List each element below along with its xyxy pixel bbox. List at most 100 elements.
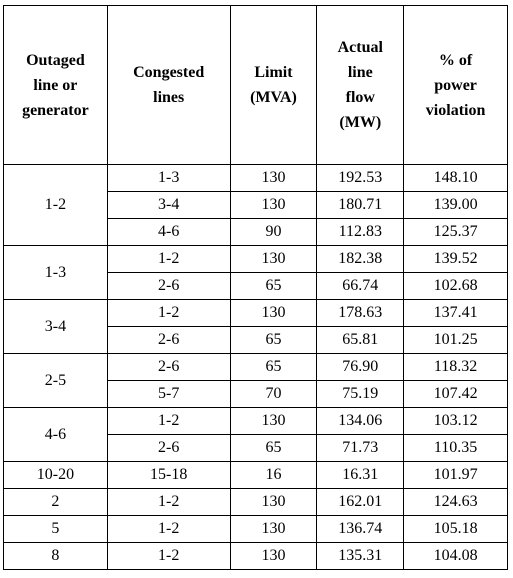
data-cell: 1-2: [106, 299, 231, 327]
table-row: 3-4 1-2 130 178.63 137.41: [3, 299, 508, 354]
table-row: 2 1-2 130 162.01 124.63: [3, 488, 508, 516]
data-cell: 4-6: [106, 218, 231, 246]
violation-table: Outaged line or generator Congested lines Lim…: [3, 5, 508, 570]
table-row: 10-20 15-18 16 16.31 101.97: [3, 461, 508, 489]
data-cell: 2-6: [106, 326, 231, 354]
table-row: 2-6 65 65.81 101.25: [4, 326, 508, 354]
table-body: 1-2 1-3 130 192.53 148.10 3-4 130 180.71 139.00 4…: [3, 164, 508, 570]
data-cell: 137.41: [403, 299, 508, 327]
data-cell: 16.31: [316, 461, 405, 489]
header-row: Outaged line or generator Congested lines Lim…: [3, 5, 508, 165]
data-cell: 130: [229, 164, 318, 192]
data-cell: 1-2: [106, 542, 231, 570]
table-row: 2-6 65 71.73 110.35: [4, 434, 508, 462]
outaged-cell: 8: [3, 542, 108, 570]
header-line: violation: [425, 101, 486, 119]
data-cell: 101.97: [403, 461, 508, 489]
outaged-cell: 3-4: [3, 299, 108, 354]
data-cell: 130: [229, 191, 318, 219]
data-cell: 1-2: [106, 407, 231, 435]
data-cell: 65: [229, 272, 318, 300]
header-line: (MW): [339, 114, 382, 131]
table-row: 5 1-2 130 136.74 105.18: [3, 515, 508, 543]
data-cell: 2-6: [106, 353, 231, 381]
data-cell: 5-7: [106, 380, 231, 408]
data-cell: 71.73: [316, 434, 405, 462]
data-cell: 112.83: [316, 218, 405, 246]
data-cell: 1-3: [106, 164, 231, 192]
data-cell: 1-2: [106, 245, 231, 273]
data-cell: 2-6: [106, 434, 231, 462]
data-cell: 70: [229, 380, 318, 408]
data-cell: 130: [229, 542, 318, 570]
data-cell: 1-2: [106, 488, 231, 516]
data-cell: 139.52: [403, 245, 508, 273]
data-cell: 102.68: [403, 272, 508, 300]
data-cell: 105.18: [403, 515, 508, 543]
header-cell: Outaged line or generator: [3, 5, 108, 165]
header-cell: Limit (MVA): [229, 5, 318, 165]
data-cell: 15-18: [106, 461, 231, 489]
header-line: flow: [345, 89, 375, 106]
header-line: Outaged: [26, 51, 85, 69]
table-row: 2-6 65 66.74 102.68: [4, 272, 508, 300]
header-cell: % of power violation: [403, 5, 508, 165]
header-line: Actual: [337, 39, 383, 56]
data-cell: 130: [229, 245, 318, 273]
data-cell: 75.19: [316, 380, 405, 408]
data-cell: 136.74: [316, 515, 405, 543]
header-line: line or: [33, 76, 78, 94]
header-line: % of: [438, 51, 473, 69]
data-cell: 130: [229, 407, 318, 435]
data-cell: 76.90: [316, 353, 405, 381]
header-line: power: [434, 76, 477, 94]
header-line: (MVA): [250, 89, 297, 106]
outaged-cell: 1-3: [3, 245, 108, 300]
data-cell: 182.38: [316, 245, 405, 273]
data-cell: 1-2: [106, 515, 231, 543]
data-cell: 65: [229, 326, 318, 354]
data-cell: 65: [229, 434, 318, 462]
data-cell: 134.06: [316, 407, 405, 435]
header-cell: Actual line flow (MW): [316, 5, 405, 165]
table-row: 5-7 70 75.19 107.42: [4, 380, 508, 408]
header-line: Limit: [254, 64, 293, 81]
data-cell: 139.00: [403, 191, 508, 219]
data-cell: 180.71: [316, 191, 405, 219]
data-cell: 130: [229, 299, 318, 327]
data-cell: 104.08: [403, 542, 508, 570]
data-cell: 135.31: [316, 542, 405, 570]
data-cell: 107.42: [403, 380, 508, 408]
data-cell: 124.63: [403, 488, 508, 516]
data-cell: 66.74: [316, 272, 405, 300]
table-row: 4-6 1-2 130 134.06 103.12: [3, 407, 508, 462]
header-line: generator: [22, 101, 89, 119]
header-line: line: [347, 64, 373, 81]
table-row: 1-3 1-2 130 182.38 139.52: [3, 245, 508, 300]
data-cell: 162.01: [316, 488, 405, 516]
data-cell: 16: [229, 461, 318, 489]
data-cell: 90: [229, 218, 318, 246]
table-row: 8 1-2 130 135.31 104.08: [3, 542, 508, 570]
table-row: 2-5 2-6 65 76.90 118.32: [3, 353, 508, 408]
outaged-cell: 10-20: [3, 461, 108, 489]
table-row: 4-6 90 112.83 125.37: [4, 218, 508, 246]
data-cell: 118.32: [403, 353, 508, 381]
data-cell: 125.37: [403, 218, 508, 246]
data-cell: 3-4: [106, 191, 231, 219]
data-cell: 65.81: [316, 326, 405, 354]
header-line: lines: [153, 89, 185, 106]
data-cell: 65: [229, 353, 318, 381]
outaged-cell: 2-5: [3, 353, 108, 408]
data-cell: 192.53: [316, 164, 405, 192]
data-cell: 130: [229, 488, 318, 516]
outaged-cell: 1-2: [3, 164, 108, 246]
data-cell: 110.35: [403, 434, 508, 462]
data-cell: 103.12: [403, 407, 508, 435]
table-row: 1-2 1-3 130 192.53 148.10: [3, 164, 508, 246]
header-cell: Congested lines: [106, 5, 231, 165]
table-row: 3-4 130 180.71 139.00: [4, 191, 508, 219]
data-cell: 2-6: [106, 272, 231, 300]
data-cell: 101.25: [403, 326, 508, 354]
